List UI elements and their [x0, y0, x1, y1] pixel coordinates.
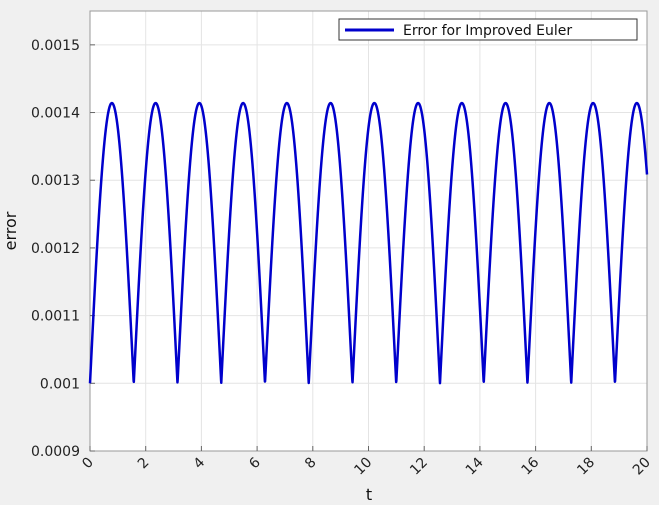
x-tick-label: 4: [191, 454, 209, 472]
series-line-error: [88, 101, 649, 385]
x-tick-label: 12: [407, 455, 431, 479]
y-axis: 0.0009 0.001 0.0011 0.0012 0.0013 0.0014 0.001…: [31, 38, 95, 460]
y-axis-title: error: [1, 211, 20, 250]
legend-box: [338, 18, 638, 41]
y-tick-label: 0.0011: [31, 309, 80, 325]
x-tick-label: 6: [246, 454, 264, 472]
legend-label: Error for Improved Euler: [403, 23, 572, 39]
x-tick-label: 14: [463, 454, 487, 478]
x-tick-label: 18: [574, 455, 598, 479]
x-tick-label: 2: [135, 455, 153, 473]
x-axis-title: t: [366, 485, 372, 504]
x-tick-label: 20: [630, 455, 654, 479]
x-tick-label: 10: [351, 455, 375, 479]
y-tick-label: 0.0014: [31, 106, 80, 122]
y-tick-label: 0.0013: [31, 173, 80, 189]
x-tick-label: 0: [79, 455, 97, 473]
y-tick-label: 0.0012: [31, 241, 80, 257]
x-tick-label: 16: [519, 454, 543, 478]
y-tick-label: 0.0015: [31, 38, 80, 54]
legend: Error for Improved Euler: [338, 18, 638, 41]
x-tick-label: 8: [302, 455, 320, 473]
y-tick-label: 0.0009: [31, 444, 80, 460]
y-tick-label: 0.001: [40, 376, 80, 392]
